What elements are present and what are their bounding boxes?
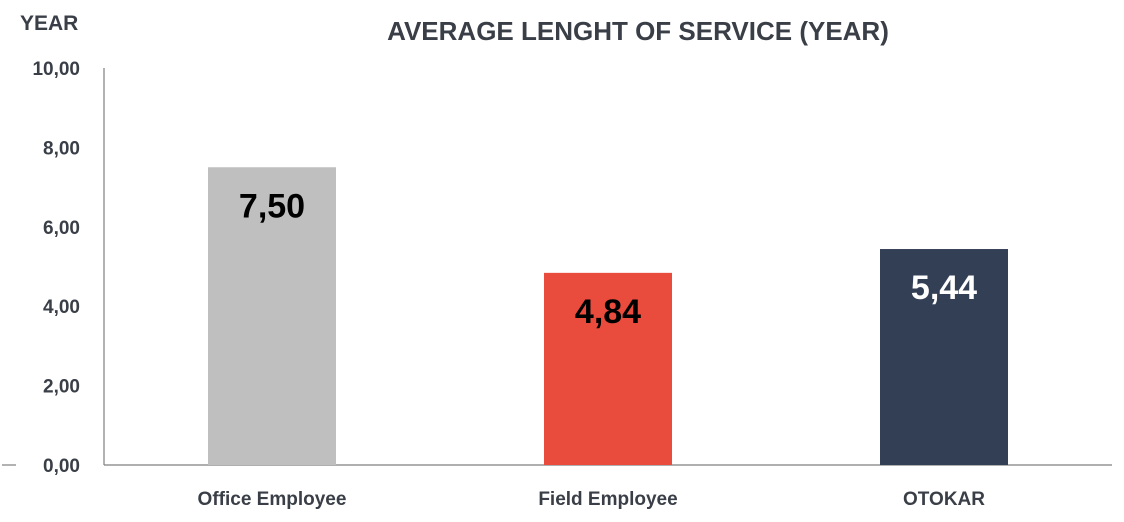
x-category-label: Office Employee: [198, 489, 347, 510]
y-tick-label: 8,00: [43, 138, 80, 159]
bar-value-label: 4,84: [575, 293, 641, 331]
y-tick-label: 4,00: [43, 297, 80, 318]
bars-group: 7,50 4,84 5,44: [208, 167, 1008, 465]
bar: [208, 167, 336, 465]
y-axis-label: YEAR: [20, 12, 78, 35]
y-tick-label: 2,00: [43, 377, 80, 398]
y-tick-label: 6,00: [43, 218, 80, 239]
bar-value-label: 5,44: [911, 269, 977, 307]
x-category-label: Field Employee: [538, 489, 677, 510]
bar-value-label: 7,50: [239, 187, 305, 225]
y-tick-label: 0,00: [43, 456, 80, 477]
chart-title: AVERAGE LENGHT OF SERVICE (YEAR): [387, 16, 889, 46]
bar: [880, 249, 1008, 465]
bar: [544, 272, 672, 465]
category-labels: Office Employee Field Employee OTOKAR: [198, 489, 986, 510]
y-tick-label: 10,00: [32, 59, 80, 80]
y-axis-ticks: 0,00 2,00 4,00 6,00 8,00 10,00: [32, 59, 80, 477]
x-category-label: OTOKAR: [903, 489, 985, 510]
